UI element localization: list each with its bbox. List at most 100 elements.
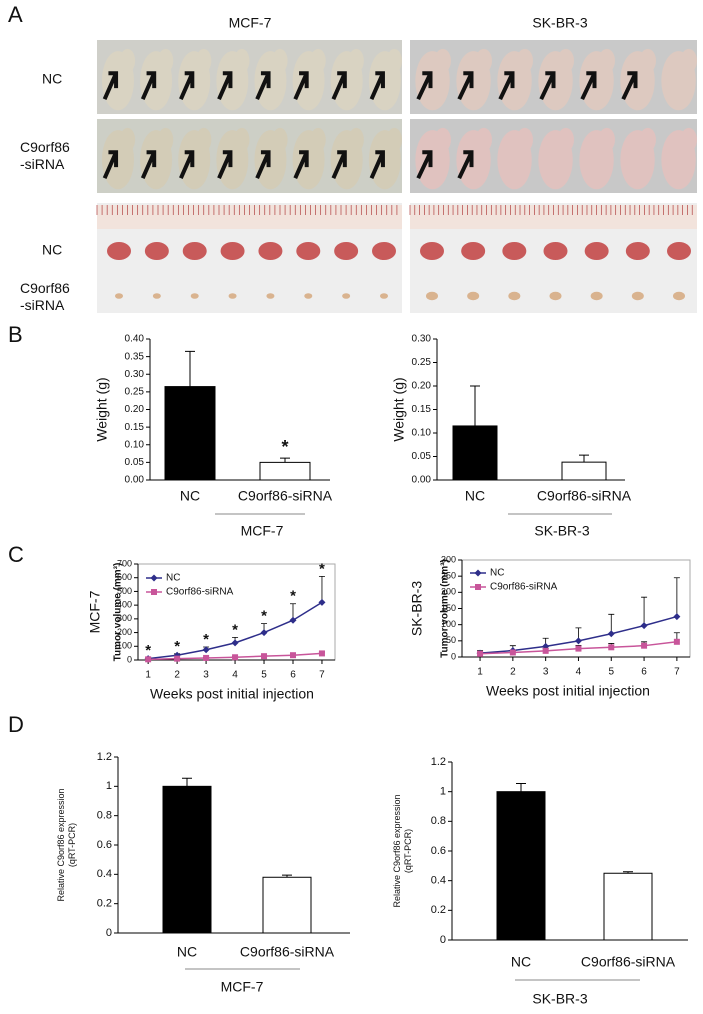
x-tick-label: 5: [261, 670, 267, 681]
tumor: [467, 291, 480, 301]
legend-marker: [475, 584, 481, 590]
text-line: Relative C9orf86 expression: [392, 794, 402, 907]
row-label: C9orf86 -siRNA: [20, 139, 70, 172]
x-tick-label: 2: [174, 670, 180, 681]
mouse-head: [475, 127, 492, 152]
y-axis-title: Tumor volume (mm³): [113, 563, 124, 662]
x-tick-label: 1: [145, 670, 151, 681]
y-tick-label: 0.6: [431, 845, 446, 857]
y-axis-title: Weight (g): [391, 377, 407, 441]
marker: [232, 654, 239, 661]
marker: [203, 654, 210, 661]
mouse-head: [557, 127, 574, 152]
legend-label: C9orf86-siRNA: [490, 582, 558, 593]
marker: [231, 639, 239, 647]
y-tick-label: 0.10: [125, 439, 145, 450]
x-tick-label: 7: [319, 670, 325, 681]
arrow: [140, 71, 157, 101]
arrow: [140, 150, 157, 180]
annotation: *: [203, 631, 209, 648]
tumor: [228, 293, 237, 299]
tumor: [584, 242, 609, 260]
mouse-head: [272, 127, 288, 152]
arrow: [179, 150, 195, 180]
x-tick-label: NC: [511, 954, 531, 970]
error-bar: [182, 777, 192, 787]
error-bar: [623, 871, 633, 874]
x-tick-label: NC: [465, 488, 485, 504]
bar: [259, 461, 311, 481]
x-tick-label: 3: [203, 670, 209, 681]
y-tick-label: 0.05: [125, 457, 145, 468]
y-tick-label: 300: [441, 554, 456, 564]
tumor: [304, 293, 313, 299]
mouse-head: [598, 127, 615, 152]
y-tick-label: 0.4: [431, 875, 446, 887]
y-tick-label: 150: [441, 603, 456, 613]
arrow: [255, 71, 271, 101]
arrow: [255, 150, 271, 180]
y-tick-label: 0: [127, 654, 132, 664]
error-bar: [579, 454, 589, 463]
arrow: [331, 150, 347, 180]
mouse-head: [310, 127, 326, 152]
error-bar: [641, 596, 648, 626]
x-tick-label: 4: [576, 667, 582, 678]
y-tick-label: 1: [106, 780, 112, 792]
y-tick-label: 1: [440, 786, 446, 798]
tumor: [258, 242, 283, 260]
y-axis-title: Relative C9orf86 expression(qRT-PCR): [56, 788, 77, 901]
tumor: [190, 293, 199, 299]
tumor: [152, 293, 161, 299]
arrow: [416, 150, 433, 180]
y-tick-label: 500: [117, 586, 132, 596]
photo-panel: [96, 40, 697, 313]
mouse-head: [680, 127, 697, 152]
x-tick-label: 6: [641, 667, 647, 678]
annotation: *: [261, 608, 267, 625]
marker: [608, 644, 615, 651]
annotation: *: [290, 588, 296, 605]
mouse-head: [557, 48, 574, 73]
error-bar: [673, 577, 680, 617]
arrow: [102, 71, 119, 101]
arrow: [331, 71, 347, 101]
mouse-head: [234, 48, 250, 73]
x-tick-label: C9orf86-siRNA: [238, 488, 333, 504]
column-label: MCF-7: [229, 15, 272, 31]
row-label: C9orf86 -siRNA: [20, 280, 70, 313]
arrow: [293, 150, 309, 180]
mouse-head: [234, 127, 250, 152]
y-tick-label: 0.2: [431, 904, 446, 916]
tumor: [426, 291, 438, 301]
marker: [673, 613, 681, 621]
marker: [542, 647, 549, 654]
tumor: [631, 291, 644, 301]
tumor: [342, 293, 351, 299]
y-tick-label: 1.2: [97, 751, 112, 763]
y-tick-label: 600: [117, 572, 132, 582]
marker: [641, 642, 648, 649]
y-tick-label: 0.15: [125, 422, 145, 433]
mouse-head: [434, 127, 451, 152]
y-tick-label: 0.25: [412, 357, 432, 368]
arrow: [179, 71, 195, 101]
marker: [607, 630, 615, 638]
text-line: -siRNA: [20, 297, 65, 313]
tumor: [144, 242, 169, 260]
tumor: [461, 242, 486, 260]
y-tick-label: 0.4: [97, 868, 112, 880]
legend-label: C9orf86-siRNA: [166, 587, 234, 598]
y-tick-label: 0: [451, 651, 456, 661]
y-tick-label: 200: [441, 587, 456, 597]
mouse-head: [272, 48, 288, 73]
x-tick-label: 4: [232, 670, 238, 681]
tumor: [502, 242, 527, 260]
y-tick-label: 0.10: [412, 428, 432, 439]
marker: [261, 653, 268, 660]
x-tick-label: 2: [510, 667, 516, 678]
tumor: [673, 291, 685, 301]
mouse-head: [348, 127, 364, 152]
y-tick-label: 0.40: [125, 334, 145, 345]
y-tick-label: 0: [440, 934, 446, 946]
